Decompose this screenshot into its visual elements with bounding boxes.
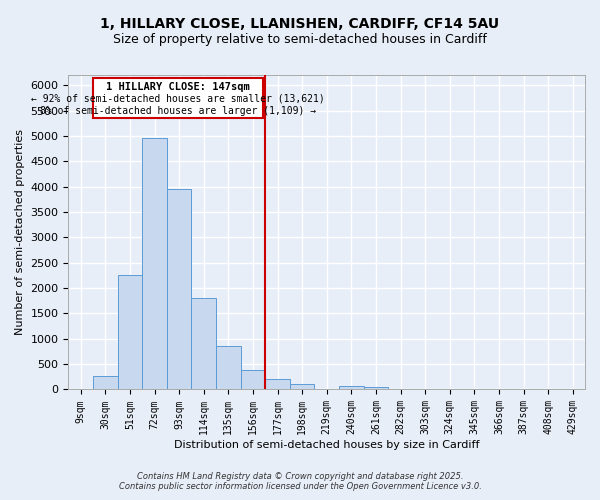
X-axis label: Distribution of semi-detached houses by size in Cardiff: Distribution of semi-detached houses by … bbox=[174, 440, 479, 450]
Text: ← 92% of semi-detached houses are smaller (13,621): ← 92% of semi-detached houses are smalle… bbox=[31, 94, 325, 104]
Text: 1, HILLARY CLOSE, LLANISHEN, CARDIFF, CF14 5AU: 1, HILLARY CLOSE, LLANISHEN, CARDIFF, CF… bbox=[100, 18, 500, 32]
Bar bbox=[339, 386, 364, 390]
Text: Contains HM Land Registry data © Crown copyright and database right 2025.: Contains HM Land Registry data © Crown c… bbox=[137, 472, 463, 481]
Bar bbox=[216, 346, 241, 390]
Y-axis label: Number of semi-detached properties: Number of semi-detached properties bbox=[15, 129, 25, 335]
Text: Size of property relative to semi-detached houses in Cardiff: Size of property relative to semi-detach… bbox=[113, 32, 487, 46]
Bar bbox=[142, 138, 167, 390]
Bar bbox=[167, 189, 191, 390]
Bar bbox=[265, 378, 290, 390]
Text: 1 HILLARY CLOSE: 147sqm: 1 HILLARY CLOSE: 147sqm bbox=[106, 82, 250, 92]
Bar bbox=[290, 384, 314, 390]
Bar bbox=[241, 370, 265, 390]
Text: Contains public sector information licensed under the Open Government Licence v3: Contains public sector information licen… bbox=[119, 482, 481, 491]
Text: 8% of semi-detached houses are larger (1,109) →: 8% of semi-detached houses are larger (1… bbox=[40, 106, 316, 116]
Bar bbox=[93, 376, 118, 390]
Bar bbox=[364, 387, 388, 390]
Bar bbox=[191, 298, 216, 390]
FancyBboxPatch shape bbox=[93, 78, 263, 118]
Bar bbox=[118, 276, 142, 390]
